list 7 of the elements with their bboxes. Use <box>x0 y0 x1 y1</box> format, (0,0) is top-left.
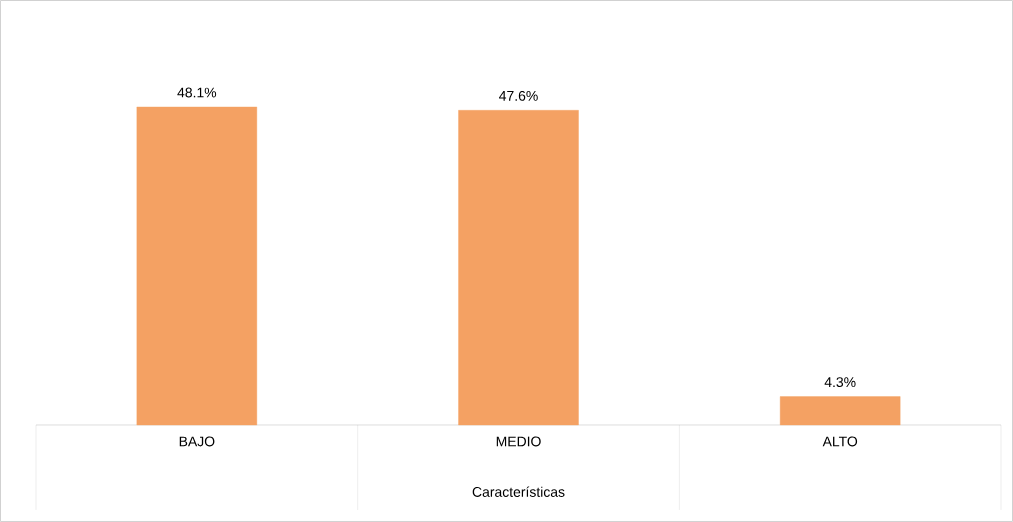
x-tick-label: MEDIO <box>496 436 541 447</box>
x-tick-label: ALTO <box>822 436 858 447</box>
data-label: 47.6% <box>499 90 538 101</box>
data-label: 4.3% <box>824 377 856 388</box>
data-label: 48.1% <box>177 87 217 98</box>
x-tick-label: BAJO <box>179 436 215 447</box>
x-axis-title: Características <box>472 486 565 497</box>
